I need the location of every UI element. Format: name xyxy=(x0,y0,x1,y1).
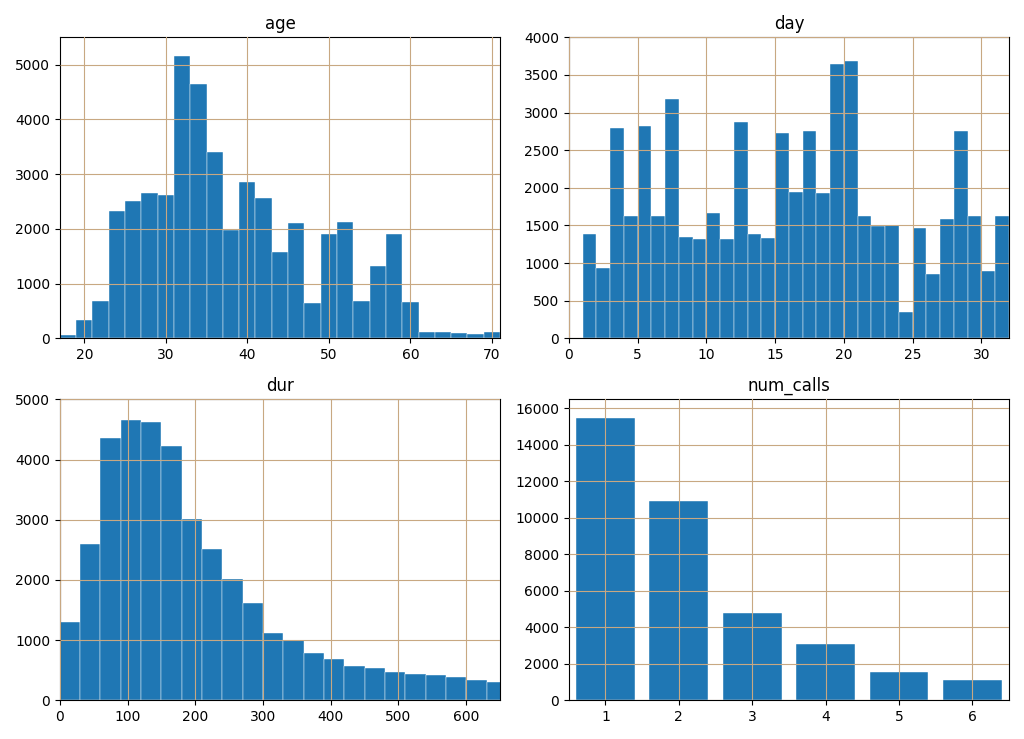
Bar xyxy=(406,674,426,701)
Bar xyxy=(995,217,1009,338)
Bar xyxy=(386,234,402,338)
Bar xyxy=(940,219,954,338)
Bar xyxy=(830,64,844,338)
Bar xyxy=(968,217,981,338)
Bar xyxy=(337,222,353,338)
Bar xyxy=(141,194,158,338)
Bar xyxy=(797,644,855,701)
Title: dur: dur xyxy=(266,377,294,395)
Bar xyxy=(748,234,762,338)
Bar xyxy=(981,270,995,338)
Bar xyxy=(321,234,337,338)
Bar xyxy=(100,438,121,701)
Bar xyxy=(788,192,803,338)
Bar xyxy=(174,56,190,338)
Bar xyxy=(353,301,370,338)
Bar xyxy=(723,613,781,701)
Bar xyxy=(370,265,386,338)
Bar xyxy=(638,126,651,338)
Bar xyxy=(651,217,665,338)
Bar xyxy=(665,99,679,338)
Bar xyxy=(59,622,80,701)
Bar xyxy=(803,131,816,338)
Bar xyxy=(125,202,141,338)
Bar xyxy=(912,228,927,338)
Bar xyxy=(365,668,385,701)
Bar xyxy=(943,680,1001,701)
Bar xyxy=(59,335,76,338)
Bar xyxy=(610,128,624,338)
Bar xyxy=(483,333,500,338)
Bar xyxy=(92,301,109,338)
Bar xyxy=(577,418,635,701)
Bar xyxy=(649,502,709,701)
Bar xyxy=(816,193,830,338)
Bar xyxy=(240,182,256,338)
Bar xyxy=(624,217,638,338)
Bar xyxy=(158,195,174,338)
Bar xyxy=(385,672,406,701)
Bar xyxy=(304,303,321,338)
Bar xyxy=(284,640,304,701)
Bar xyxy=(243,603,263,701)
Bar xyxy=(734,122,748,338)
Bar xyxy=(720,239,734,338)
Bar xyxy=(80,544,100,701)
Bar xyxy=(679,236,692,338)
Bar xyxy=(445,678,466,701)
Bar xyxy=(435,333,452,338)
Bar xyxy=(181,519,202,701)
Bar xyxy=(121,420,141,701)
Bar xyxy=(927,273,940,338)
Bar xyxy=(762,238,775,338)
Bar xyxy=(271,252,288,338)
Bar xyxy=(324,659,344,701)
Bar xyxy=(162,446,181,701)
Bar xyxy=(222,579,243,701)
Bar xyxy=(426,675,445,701)
Bar xyxy=(223,231,240,338)
Bar xyxy=(452,333,467,338)
Bar xyxy=(202,548,222,701)
Bar xyxy=(402,302,419,338)
Bar xyxy=(692,239,707,338)
Bar xyxy=(885,225,899,338)
Bar xyxy=(263,633,284,701)
Bar xyxy=(76,320,92,338)
Bar xyxy=(871,226,885,338)
Bar xyxy=(486,682,507,701)
Bar xyxy=(844,61,858,338)
Title: num_calls: num_calls xyxy=(748,377,830,395)
Bar xyxy=(899,312,912,338)
Bar xyxy=(775,133,788,338)
Title: day: day xyxy=(774,15,804,33)
Bar xyxy=(256,197,271,338)
Bar xyxy=(419,332,435,338)
Bar xyxy=(954,132,968,338)
Bar xyxy=(707,214,720,338)
Bar xyxy=(583,234,596,338)
Bar xyxy=(596,268,610,338)
Bar xyxy=(304,653,324,701)
Bar xyxy=(190,84,207,338)
Bar xyxy=(466,680,486,701)
Bar xyxy=(288,223,304,338)
Bar xyxy=(858,216,871,338)
Bar xyxy=(467,334,483,338)
Bar xyxy=(344,666,365,701)
Bar xyxy=(869,672,929,701)
Bar xyxy=(141,422,162,701)
Title: age: age xyxy=(264,15,295,33)
Bar xyxy=(109,211,125,338)
Bar xyxy=(207,152,223,338)
